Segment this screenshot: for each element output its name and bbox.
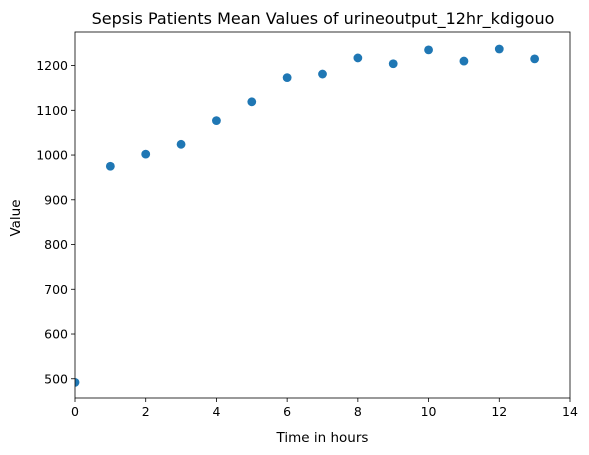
plot-area: 0 2 4 6 8 10 12 14 500 600 700 800 900 1000 1100 1200 bbox=[36, 31, 578, 419]
x-tick-label: 4 bbox=[212, 404, 220, 419]
data-point bbox=[318, 69, 327, 79]
x-tick-label: 2 bbox=[142, 404, 150, 419]
data-point bbox=[75, 377, 80, 387]
data-point bbox=[176, 139, 186, 149]
data-point bbox=[282, 73, 292, 83]
x-tick-label: 8 bbox=[354, 404, 362, 419]
data-points bbox=[75, 44, 540, 387]
data-point bbox=[105, 161, 115, 171]
x-tick-label: 10 bbox=[421, 404, 437, 419]
data-point bbox=[388, 59, 398, 69]
plot-background bbox=[75, 32, 570, 398]
data-point bbox=[212, 116, 221, 125]
y-tick-label: 800 bbox=[44, 237, 68, 252]
data-point bbox=[353, 53, 363, 63]
data-point bbox=[459, 56, 469, 66]
x-axis-ticks: 0 2 4 6 8 10 12 14 bbox=[71, 398, 578, 419]
y-tick-label: 1200 bbox=[36, 58, 68, 73]
data-point bbox=[141, 149, 151, 159]
y-tick-label: 900 bbox=[44, 192, 68, 207]
y-tick-label: 600 bbox=[44, 327, 68, 342]
x-tick-label: 6 bbox=[283, 404, 291, 419]
y-axis-label: Value bbox=[8, 199, 24, 236]
y-tick-label: 1000 bbox=[36, 148, 68, 163]
chart-title: Sepsis Patients Mean Values of urineoutp… bbox=[92, 9, 555, 29]
y-tick-label: 500 bbox=[44, 371, 68, 386]
x-tick-label: 0 bbox=[71, 404, 79, 419]
data-point bbox=[494, 44, 504, 54]
x-tick-label: 12 bbox=[491, 404, 507, 419]
y-axis-ticks: 500 600 700 800 900 1000 1100 1200 bbox=[36, 58, 75, 386]
data-point bbox=[247, 97, 257, 107]
data-point bbox=[530, 54, 540, 64]
plot-frame bbox=[74, 31, 571, 399]
x-axis-label: Time in hours bbox=[276, 430, 369, 446]
x-tick-label: 14 bbox=[562, 404, 578, 419]
y-tick-label: 1100 bbox=[36, 103, 68, 118]
y-tick-label: 700 bbox=[44, 282, 68, 297]
data-point bbox=[424, 45, 433, 55]
